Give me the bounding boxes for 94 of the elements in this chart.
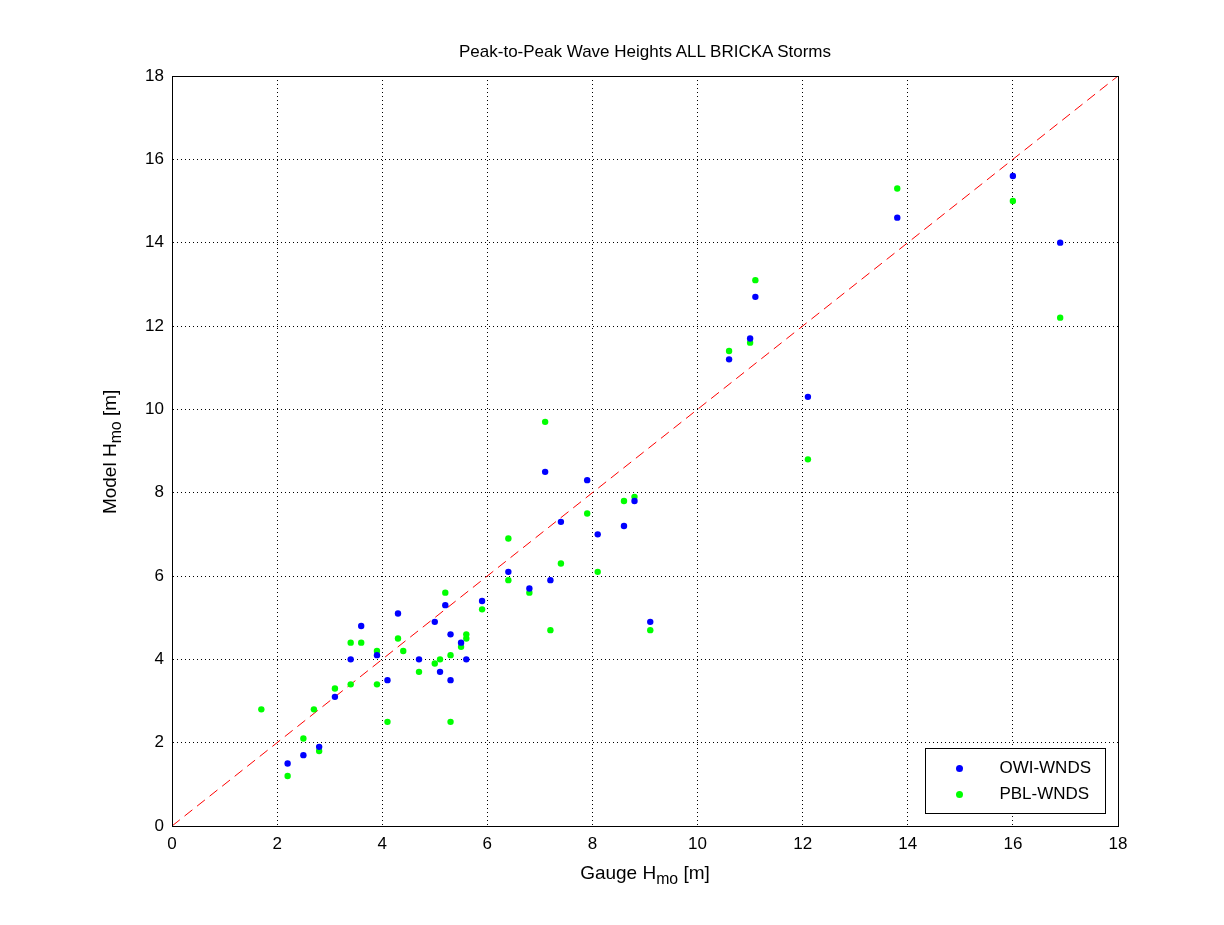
point: [505, 576, 512, 584]
point: [310, 706, 318, 713]
point: [505, 535, 512, 542]
point: [526, 585, 533, 592]
y-tick-label: 0: [154, 815, 164, 835]
point: [447, 718, 454, 726]
x-tick-label: 18: [1108, 833, 1128, 853]
y-tick-label: 14: [145, 232, 164, 252]
legend-label: OWI-WNDS: [999, 758, 1091, 778]
point: [373, 651, 381, 659]
x-axis-title: Gauge H$_{mo}$ [m]: [579, 862, 711, 888]
point: [752, 293, 759, 301]
legend-label: PBL-WNDS: [999, 784, 1090, 804]
point: [1009, 197, 1017, 205]
point: [400, 647, 407, 655]
point: [620, 522, 628, 530]
x-tick-label: 10: [688, 833, 708, 853]
point: [442, 589, 449, 596]
point: [384, 718, 391, 726]
point: [557, 560, 565, 567]
point: [463, 656, 470, 663]
point: [541, 418, 549, 426]
point: [505, 568, 512, 576]
y-tick-label: 8: [154, 482, 164, 502]
point: [1009, 172, 1017, 180]
point: [557, 518, 565, 526]
point: [315, 743, 323, 751]
y-tick-label: 6: [154, 565, 164, 585]
point: [415, 668, 423, 676]
point: [1056, 314, 1064, 321]
point: [894, 214, 901, 221]
point: [631, 497, 638, 505]
point: [394, 635, 402, 642]
point: [583, 510, 591, 517]
point: [478, 606, 486, 613]
point: [447, 676, 454, 684]
point: [436, 668, 444, 676]
point: [431, 618, 438, 626]
y-tick-label: 10: [145, 399, 164, 419]
point: [447, 631, 454, 638]
point: [746, 335, 754, 342]
y-tick-label: 12: [145, 315, 164, 335]
point: [478, 597, 486, 605]
point: [442, 601, 449, 609]
point: [358, 639, 365, 646]
x-tick-label: 8: [587, 833, 598, 853]
point: [547, 576, 554, 584]
y-tick-label: 18: [145, 65, 164, 85]
point: [284, 760, 291, 767]
point: [331, 685, 339, 692]
point: [415, 656, 423, 663]
point: [547, 626, 554, 634]
y-tick-label: 16: [145, 149, 164, 169]
point: [300, 751, 307, 759]
chart-title: Peak-to-Peak Wave Heights ALL BRICKA Storms: [458, 42, 832, 62]
point: [804, 456, 812, 463]
point: [347, 681, 354, 688]
point: [358, 622, 365, 630]
point: [347, 656, 354, 663]
x-tick-label: 14: [898, 833, 918, 853]
x-tick-label: 16: [1003, 833, 1023, 853]
point: [725, 347, 733, 355]
point: [436, 656, 444, 663]
point: [331, 693, 339, 701]
x-tick-label: 6: [482, 833, 493, 853]
point: [594, 531, 601, 538]
y-tick-label: 2: [154, 732, 164, 752]
point: [583, 476, 591, 484]
point: [457, 639, 465, 646]
point: [373, 681, 381, 688]
point: [258, 706, 265, 713]
point: [752, 276, 759, 284]
x-tick-label: 12: [793, 833, 813, 853]
x-tick-label: 2: [272, 833, 282, 853]
point: [894, 185, 901, 192]
point: [647, 626, 654, 634]
point: [620, 497, 628, 505]
y-tick-label: 4: [154, 649, 164, 669]
x-tick-label: 0: [167, 833, 177, 853]
point: [447, 651, 454, 659]
point: [463, 631, 470, 638]
point: [1056, 239, 1064, 246]
point: [541, 468, 549, 476]
point: [594, 568, 601, 576]
point: [431, 660, 438, 667]
point: [647, 618, 654, 626]
point: [725, 356, 733, 363]
point: [804, 393, 812, 401]
point: [300, 735, 307, 742]
point: [284, 772, 291, 780]
x-tick-label: 4: [377, 833, 387, 853]
point: [347, 639, 354, 646]
point: [394, 610, 402, 617]
point: [384, 676, 391, 684]
